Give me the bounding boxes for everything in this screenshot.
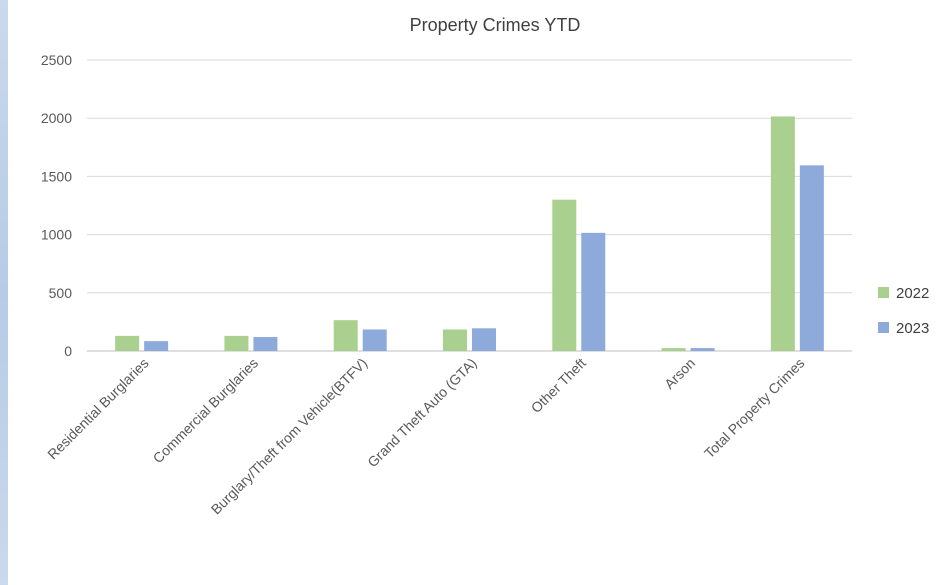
x-category-label: Commercial Burglaries (150, 355, 261, 466)
bar-2023 (690, 348, 715, 351)
bar-2022 (443, 329, 467, 351)
x-category-label: Grand Theft Auto (GTA) (364, 355, 479, 470)
bar-2023 (144, 341, 169, 351)
bar-2022 (224, 335, 249, 351)
bar-2023 (362, 329, 387, 351)
bar-2022 (115, 335, 140, 351)
bar-2023 (472, 328, 496, 351)
y-tick-label: 2000 (41, 110, 72, 126)
bar-2023 (253, 337, 278, 351)
chart-title: Property Crimes YTD (410, 15, 581, 35)
window-edge-strip (0, 0, 8, 585)
bar-2022 (770, 116, 795, 351)
legend-swatch (878, 287, 889, 298)
y-tick-label: 1500 (41, 168, 72, 184)
y-tick-label: 0 (64, 343, 72, 359)
x-category-label: Arson (661, 355, 698, 392)
x-category-label: Total Property Crimes (701, 355, 807, 461)
legend: 2022 2023 (878, 285, 929, 337)
legend-swatch (878, 322, 889, 333)
legend-label: 2023 (896, 320, 929, 337)
bar-2022 (661, 348, 686, 351)
x-category-label: Other Theft (528, 355, 589, 416)
y-tick-label: 500 (49, 285, 73, 301)
gridlines (87, 59, 852, 352)
legend-label: 2022 (896, 285, 929, 302)
x-category-label: Residential Burglaries (44, 355, 152, 463)
bar-2023 (799, 165, 824, 351)
y-axis-tick-labels: 0 500 1000 1500 2000 2500 (41, 52, 72, 359)
bar-2023 (581, 232, 606, 351)
y-tick-label: 2500 (41, 52, 72, 68)
bar-2022 (552, 199, 577, 351)
y-tick-label: 1000 (41, 227, 72, 243)
bars (115, 116, 824, 351)
bar-2022 (333, 320, 358, 351)
